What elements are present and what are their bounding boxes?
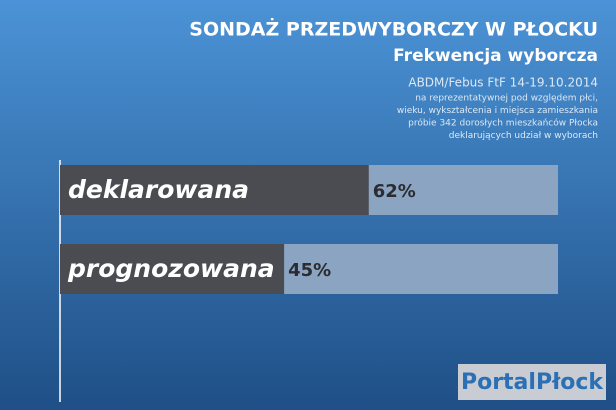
logo-box <box>458 364 606 400</box>
category-label: deklarowana <box>68 175 249 204</box>
bar <box>60 244 285 294</box>
value-label: 62% <box>373 181 416 202</box>
category-label: prognozowana <box>67 254 275 283</box>
note-line: na reprezentatywnej pod względem płci, <box>415 94 598 104</box>
logo: PortalPłock <box>461 370 604 395</box>
note-line: wieku, wykształcenia i miejsca zamieszka… <box>397 106 598 116</box>
note-line: deklarujących udział w wyborach <box>449 131 598 141</box>
bar <box>60 165 369 215</box>
chart-subtitle: Frekwencja wyborcza <box>393 46 598 66</box>
source: ABDM/Febus FtF 14-19.10.2014 <box>408 76 598 90</box>
chart-title: SONDAŻ PRZEDWYBORCZY W PŁOCKU <box>189 17 598 41</box>
note-line: próbie 342 dorosłych mieszkańców Płocka <box>408 118 598 129</box>
value-label: 45% <box>288 260 331 281</box>
